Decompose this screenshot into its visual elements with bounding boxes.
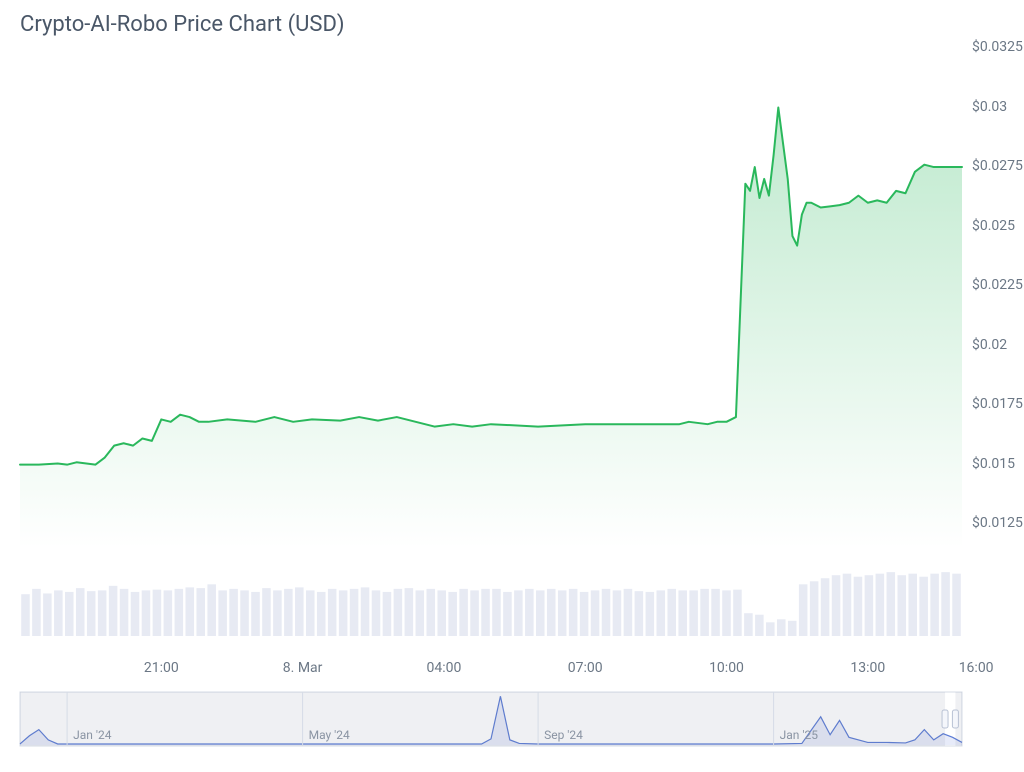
y-axis-label: $0.0125 <box>972 515 1023 531</box>
y-axis-label: $0.015 <box>972 456 1015 472</box>
x-axis-label: 07:00 <box>568 660 603 676</box>
navigator-x-label: May '24 <box>309 728 350 742</box>
y-axis-label: $0.0175 <box>972 396 1023 412</box>
y-axis-label: $0.02 <box>972 337 1007 353</box>
navigator-handle-right[interactable] <box>952 710 958 728</box>
x-axis-label: 13:00 <box>850 660 885 676</box>
navigator-x-label: Sep '24 <box>544 728 583 742</box>
x-axis-label: 04:00 <box>426 660 461 676</box>
x-axis-label: 16:00 <box>959 660 994 676</box>
y-axis-label: $0.025 <box>972 218 1015 234</box>
x-axis-label: 10:00 <box>709 660 744 676</box>
y-axis-label: $0.0225 <box>972 277 1023 293</box>
y-axis-label: $0.0325 <box>972 39 1023 55</box>
x-axis-label: 8. Mar <box>283 660 323 676</box>
y-axis-label: $0.0275 <box>972 158 1023 174</box>
navigator-x-label: Jan '24 <box>73 728 111 742</box>
x-axis-label: 21:00 <box>144 660 179 676</box>
y-axis-label: $0.03 <box>972 99 1007 115</box>
navigator-handle-left[interactable] <box>942 710 948 728</box>
navigator-chart[interactable] <box>0 0 1024 772</box>
navigator-x-label: Jan '25 <box>780 728 818 742</box>
